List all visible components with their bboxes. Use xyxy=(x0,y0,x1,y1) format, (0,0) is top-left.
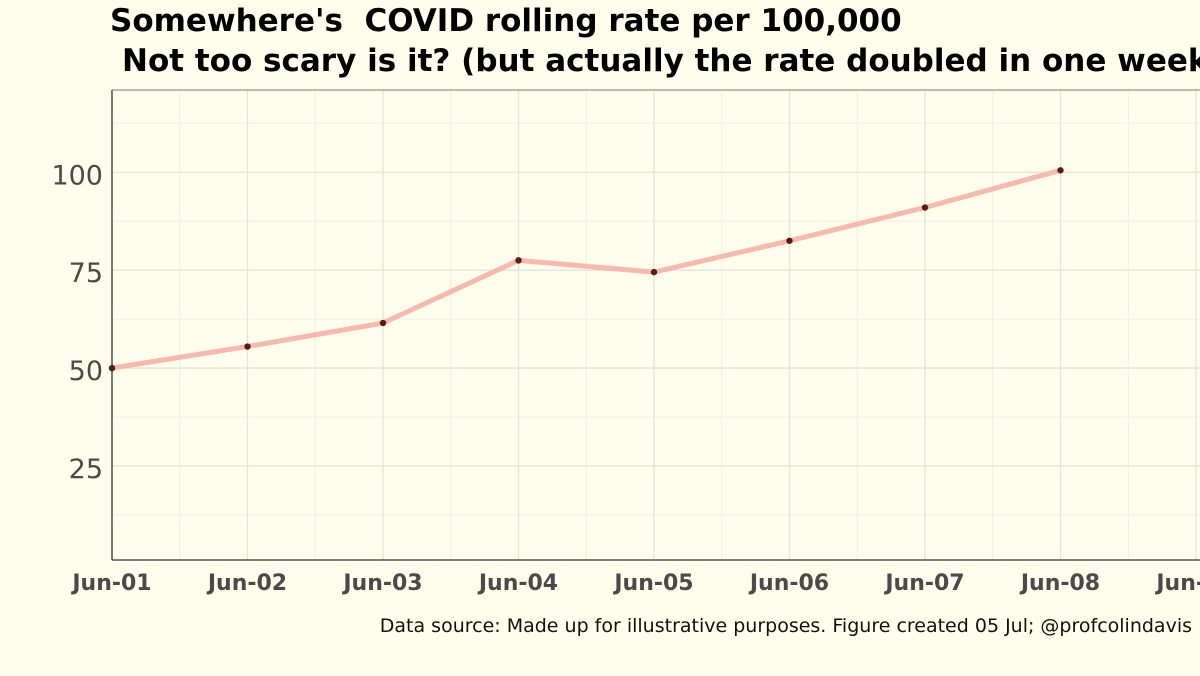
y-tick-label: 100 xyxy=(51,160,103,191)
x-tick-label: Jun-07 xyxy=(883,571,964,596)
x-tick-label: Jun-06 xyxy=(748,571,829,596)
data-point xyxy=(921,204,929,211)
y-tick-label: 75 xyxy=(69,258,103,289)
x-tick-label: Jun-08 xyxy=(1019,571,1100,596)
x-tick-label: Jun-04 xyxy=(477,571,558,596)
data-point xyxy=(515,257,522,264)
data-point xyxy=(244,343,251,350)
data-point xyxy=(1057,167,1064,174)
data-source-caption: Data source: Made up for illustrative pu… xyxy=(379,615,1192,637)
x-tick-label: Jun-03 xyxy=(341,571,422,596)
x-tick-label: Jun-05 xyxy=(612,571,693,596)
chart-title: Somewhere's COVID rolling rate per 100,0… xyxy=(110,3,902,39)
x-tick-label: Jun-01 xyxy=(70,571,151,596)
y-tick-label: 25 xyxy=(69,454,103,485)
data-point xyxy=(379,319,387,327)
data-point xyxy=(786,237,793,244)
chart-subtitle: Not too scary is it? (but actually the r… xyxy=(122,43,1200,79)
data-point xyxy=(108,364,116,372)
y-tick-label: 50 xyxy=(69,356,103,387)
x-tick-label: Jun-09 xyxy=(1154,571,1200,596)
x-tick-label: Jun-02 xyxy=(206,571,287,596)
series-line xyxy=(109,167,1063,371)
data-point xyxy=(650,268,658,276)
